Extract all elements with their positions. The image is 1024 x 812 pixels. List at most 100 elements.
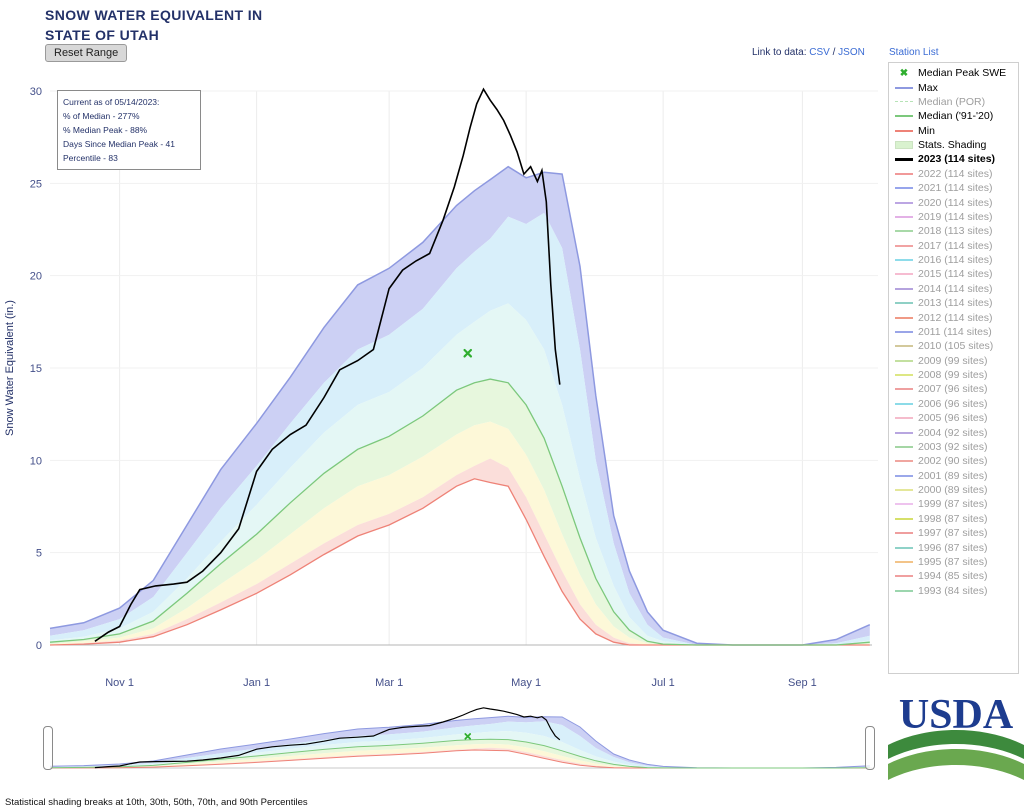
legend-swatch [895,345,913,348]
legend-swatch [895,546,913,549]
legend-swatch [895,316,913,319]
legend-item[interactable]: 1994 (85 sites) [889,569,1018,583]
legend-item[interactable]: 2006 (96 sites) [889,397,1018,411]
legend-item[interactable]: 2009 (99 sites) [889,354,1018,368]
legend-item[interactable]: 2016 (114 sites) [889,253,1018,267]
legend-item[interactable]: 2023 (114 sites) [889,152,1018,166]
usda-logo: USDA [888,692,1024,780]
legend-item[interactable]: 2015 (114 sites) [889,267,1018,281]
legend-item[interactable]: 1993 (84 sites) [889,584,1018,598]
csv-link[interactable]: CSV [809,47,830,58]
legend-item[interactable]: 2018 (113 sites) [889,224,1018,238]
legend-swatch [895,86,913,89]
legend-label: 1996 (87 sites) [918,541,988,554]
svg-text:Mar 1: Mar 1 [375,677,403,689]
legend-swatch [895,215,913,218]
legend-item[interactable]: Median (POR) [889,95,1018,109]
json-link[interactable]: JSON [838,47,865,58]
legend-item[interactable]: 2019 (114 sites) [889,210,1018,224]
legend-item[interactable]: Min [889,124,1018,138]
tooltip-line-days-since-peak: Days Since Median Peak - 41 [63,139,175,150]
legend-swatch [895,374,913,377]
legend-item[interactable]: 1999 (87 sites) [889,497,1018,511]
legend-item[interactable]: 2008 (99 sites) [889,368,1018,382]
legend-swatch [895,532,913,535]
legend-item[interactable]: 2011 (114 sites) [889,325,1018,339]
legend-item[interactable]: 1995 (87 sites) [889,555,1018,569]
legend-item[interactable]: ✖ Median Peak SWE [889,66,1018,80]
legend-label: 2007 (96 sites) [918,383,988,396]
link-separator: / [829,47,839,58]
svg-text:0: 0 [36,640,42,652]
legend-item[interactable]: 2005 (96 sites) [889,411,1018,425]
legend-item[interactable]: 2020 (114 sites) [889,195,1018,209]
page-title: SNOW WATER EQUIVALENT IN STATE OF UTAH [45,6,263,45]
legend-item[interactable]: 2004 (92 sites) [889,425,1018,439]
legend-swatch [895,560,913,563]
page-title-line2: STATE OF UTAH [45,26,160,43]
legend-label: 2015 (114 sites) [918,268,993,281]
range-handle-right[interactable] [865,726,875,770]
legend-label: 2023 (114 sites) [918,153,996,166]
tooltip-line-pct-median: % of Median - 277% [63,111,140,122]
median-line [49,378,870,646]
range-overview-chart[interactable] [0,700,880,782]
legend-item[interactable]: Max [889,80,1018,94]
range-handle-left[interactable] [43,726,53,770]
legend-label: 2002 (90 sites) [918,455,988,468]
legend-swatch [895,402,913,405]
legend-item[interactable]: 2000 (89 sites) [889,483,1018,497]
legend-swatch [895,244,913,247]
legend-label: 2009 (99 sites) [918,354,988,367]
legend-swatch [895,417,913,420]
current-status-tooltip: Current as of 05/14/2023: % of Median - … [57,90,201,171]
legend-item[interactable]: 2012 (114 sites) [889,310,1018,324]
legend-item[interactable]: 2014 (114 sites) [889,282,1018,296]
link-to-data-label: Link to data: [752,47,807,58]
legend-swatch [895,517,913,520]
legend-label: Min [918,124,935,137]
legend-item[interactable]: 2003 (92 sites) [889,440,1018,454]
reset-range-button[interactable]: Reset Range [45,44,128,62]
legend-swatch [895,474,913,477]
series-lines [49,87,871,646]
legend-swatch [895,230,913,233]
legend-item[interactable]: 2017 (114 sites) [889,239,1018,253]
legend-item[interactable]: 2021 (114 sites) [889,181,1018,195]
legend-item[interactable]: 1998 (87 sites) [889,512,1018,526]
usda-swoosh-top [888,730,1024,759]
legend-item[interactable]: 2007 (96 sites) [889,382,1018,396]
station-list-link[interactable]: Station List [889,47,939,58]
legend-swatch [895,129,913,132]
legend-item[interactable]: 2010 (105 sites) [889,339,1018,353]
legend-label: 2013 (114 sites) [918,297,993,310]
main-chart[interactable]: Nov 1 Jan 1 Mar 1 May 1 Jul 1 Sep 1 0 5 10 15 20 2… [0,58,880,693]
tooltip-line-date: Current as of 05/14/2023: [63,97,160,107]
legend-label: 2006 (96 sites) [918,397,988,410]
legend-label: 2014 (114 sites) [918,282,993,295]
legend-swatch [895,172,913,175]
svg-text:Nov 1: Nov 1 [105,677,134,689]
line-2023 [94,87,561,642]
legend-swatch [895,575,913,578]
legend-label: 2022 (114 sites) [918,167,993,180]
svg-text:10: 10 [30,455,42,467]
legend-item[interactable]: 1996 (87 sites) [889,540,1018,554]
tooltip-line-pct-median-peak: % Median Peak - 88% [63,125,148,136]
svg-text:Jul 1: Jul 1 [652,677,675,689]
legend-label: 1998 (87 sites) [918,512,988,525]
legend-item[interactable]: 2022 (114 sites) [889,167,1018,181]
legend-label: Max [918,81,938,94]
legend-item[interactable]: Median ('91-'20) [889,109,1018,123]
svg-text:20: 20 [30,271,42,283]
legend-item[interactable]: 2002 (90 sites) [889,454,1018,468]
legend-item[interactable]: 2013 (114 sites) [889,296,1018,310]
legend-item[interactable]: 2001 (89 sites) [889,469,1018,483]
legend-swatch [895,589,913,592]
legend-item[interactable]: Stats. Shading [889,138,1018,152]
shading-caption: Statistical shading breaks at 10th, 30th… [5,797,308,808]
legend-item[interactable]: 1997 (87 sites) [889,526,1018,540]
svg-text:5: 5 [36,548,42,560]
legend-label: 2012 (114 sites) [918,311,993,324]
